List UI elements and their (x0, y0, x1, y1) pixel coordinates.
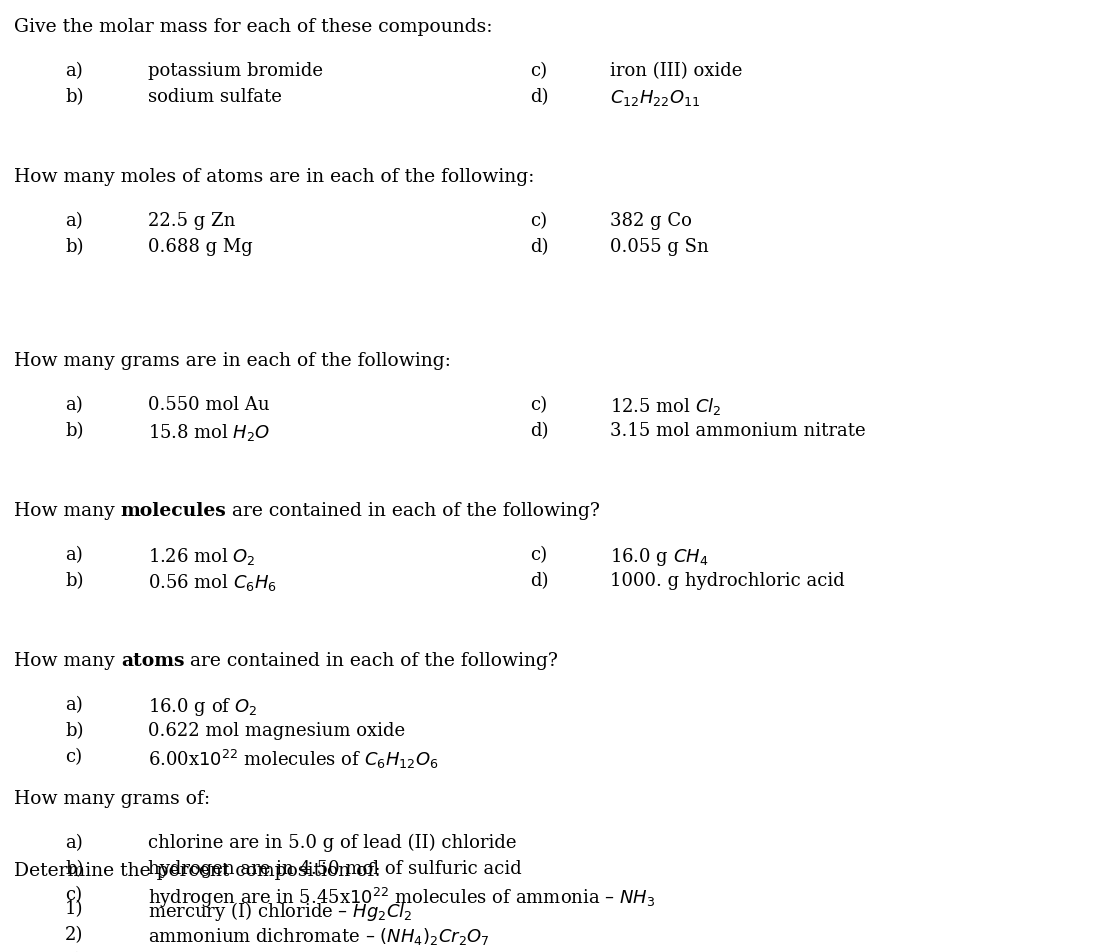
Text: b): b) (65, 88, 84, 106)
Text: a): a) (65, 546, 83, 564)
Text: 382 g Co: 382 g Co (611, 212, 692, 230)
Text: 16.0 g $CH_{4}$: 16.0 g $CH_{4}$ (611, 546, 709, 568)
Text: ammonium dichromate – $(NH_{4})_{2}Cr_{2}O_{7}$: ammonium dichromate – $(NH_{4})_{2}Cr_{2… (148, 926, 490, 947)
Text: 1.26 mol $O_{2}$: 1.26 mol $O_{2}$ (148, 546, 256, 567)
Text: are contained in each of the following?: are contained in each of the following? (184, 652, 559, 670)
Text: hydrogen are in 4.50 mol of sulfuric acid: hydrogen are in 4.50 mol of sulfuric aci… (148, 860, 522, 878)
Text: a): a) (65, 212, 83, 230)
Text: 1): 1) (65, 900, 84, 918)
Text: c): c) (530, 62, 548, 80)
Text: chlorine are in 5.0 g of lead (II) chloride: chlorine are in 5.0 g of lead (II) chlor… (148, 834, 517, 852)
Text: d): d) (530, 422, 549, 440)
Text: c): c) (530, 396, 548, 414)
Text: $C_{12}H_{22}O_{11}$: $C_{12}H_{22}O_{11}$ (611, 88, 700, 108)
Text: 0.688 g Mg: 0.688 g Mg (148, 238, 253, 256)
Text: How many: How many (14, 652, 120, 670)
Text: c): c) (530, 546, 548, 564)
Text: c): c) (530, 212, 548, 230)
Text: How many: How many (14, 502, 120, 520)
Text: How many grams are in each of the following:: How many grams are in each of the follow… (14, 352, 450, 370)
Text: c): c) (65, 886, 82, 904)
Text: a): a) (65, 696, 83, 714)
Text: b): b) (65, 422, 84, 440)
Text: 0.622 mol magnesium oxide: 0.622 mol magnesium oxide (148, 722, 405, 740)
Text: potassium bromide: potassium bromide (148, 62, 323, 80)
Text: hydrogen are in 5.45x$10^{22}$ molecules of ammonia – $NH_{3}$: hydrogen are in 5.45x$10^{22}$ molecules… (148, 886, 656, 910)
Text: b): b) (65, 860, 84, 878)
Text: 2): 2) (65, 926, 84, 944)
Text: atoms: atoms (120, 652, 184, 670)
Text: 1000. g hydrochloric acid: 1000. g hydrochloric acid (611, 572, 845, 590)
Text: sodium sulfate: sodium sulfate (148, 88, 282, 106)
Text: d): d) (530, 572, 549, 590)
Text: 22.5 g Zn: 22.5 g Zn (148, 212, 235, 230)
Text: b): b) (65, 238, 84, 256)
Text: 0.56 mol $C_{6}H_{6}$: 0.56 mol $C_{6}H_{6}$ (148, 572, 277, 593)
Text: iron (III) oxide: iron (III) oxide (611, 62, 742, 80)
Text: b): b) (65, 722, 84, 740)
Text: a): a) (65, 396, 83, 414)
Text: 15.8 mol $H_{2}O$: 15.8 mol $H_{2}O$ (148, 422, 270, 443)
Text: mercury (I) chloride – $Hg_{2}Cl_{2}$: mercury (I) chloride – $Hg_{2}Cl_{2}$ (148, 900, 413, 923)
Text: are contained in each of the following?: are contained in each of the following? (226, 502, 601, 520)
Text: 12.5 mol $Cl_{2}$: 12.5 mol $Cl_{2}$ (611, 396, 722, 417)
Text: a): a) (65, 62, 83, 80)
Text: 0.055 g Sn: 0.055 g Sn (611, 238, 709, 256)
Text: c): c) (65, 748, 82, 766)
Text: 3.15 mol ammonium nitrate: 3.15 mol ammonium nitrate (611, 422, 866, 440)
Text: b): b) (65, 572, 84, 590)
Text: d): d) (530, 88, 549, 106)
Text: How many grams of:: How many grams of: (14, 790, 210, 808)
Text: Determine the percent composition of:: Determine the percent composition of: (14, 862, 381, 880)
Text: 16.0 g of $O_{2}$: 16.0 g of $O_{2}$ (148, 696, 257, 718)
Text: a): a) (65, 834, 83, 852)
Text: d): d) (530, 238, 549, 256)
Text: 6.00x$10^{22}$ molecules of $C_{6}H_{12}O_{6}$: 6.00x$10^{22}$ molecules of $C_{6}H_{12}… (148, 748, 438, 771)
Text: How many moles of atoms are in each of the following:: How many moles of atoms are in each of t… (14, 168, 534, 186)
Text: 0.550 mol Au: 0.550 mol Au (148, 396, 269, 414)
Text: molecules: molecules (120, 502, 226, 520)
Text: Give the molar mass for each of these compounds:: Give the molar mass for each of these co… (14, 18, 492, 36)
